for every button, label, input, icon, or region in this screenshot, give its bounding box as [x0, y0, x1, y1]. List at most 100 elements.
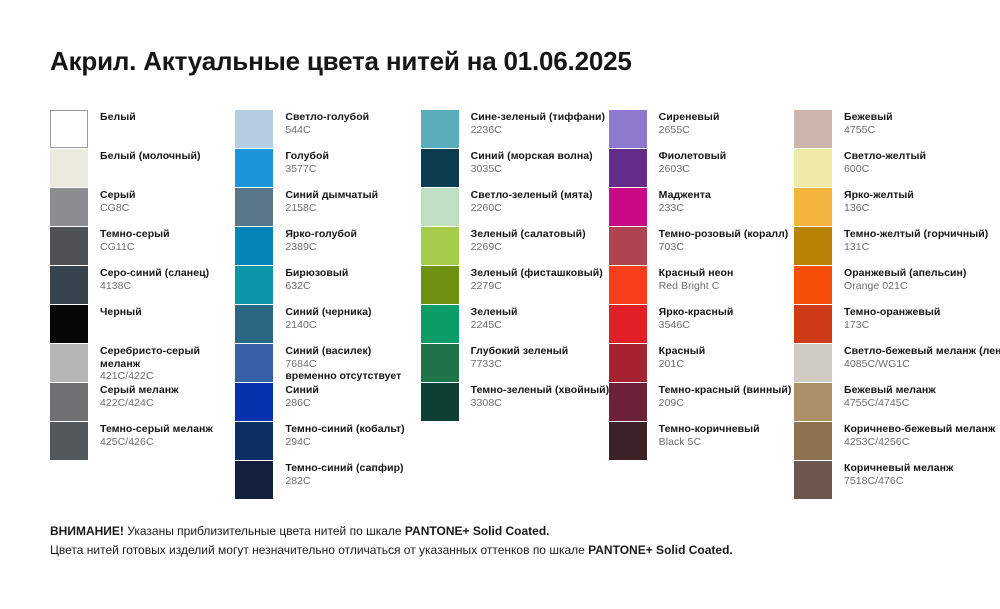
- color-row[interactable]: Ярко-желтый 136C: [793, 188, 990, 227]
- color-row[interactable]: Темно-серый CG11C: [50, 227, 235, 266]
- color-row[interactable]: Темно-зеленый (хвойный) 3308C: [420, 383, 609, 422]
- color-row[interactable]: Сине-зеленый (тиффани) 2236C: [420, 110, 609, 149]
- color-swatch[interactable]: [793, 383, 832, 421]
- color-swatch[interactable]: [420, 305, 459, 343]
- color-swatch[interactable]: [235, 188, 274, 226]
- color-row[interactable]: Зеленый (салатовый) 2269C: [420, 227, 609, 266]
- color-row[interactable]: Бирюзовый 632C: [235, 266, 420, 305]
- color-swatch[interactable]: [420, 266, 459, 304]
- color-row[interactable]: Ярко-голубой 2389C: [235, 227, 420, 266]
- color-swatch[interactable]: [50, 422, 88, 460]
- color-row[interactable]: Темно-коричневый Black 5C: [608, 422, 794, 461]
- color-row[interactable]: Серо-синий (сланец) 4138C: [50, 266, 235, 305]
- color-row[interactable]: Серый меланж 422C/424C: [50, 383, 235, 422]
- color-row[interactable]: Темно-синий (кобальт) 294C: [235, 422, 420, 461]
- color-row[interactable]: Синий дымчатый 2158C: [235, 188, 420, 227]
- color-row[interactable]: Синий (морская волна) 3035C: [420, 149, 609, 188]
- color-swatch[interactable]: [420, 344, 459, 382]
- color-swatch[interactable]: [235, 149, 274, 187]
- color-row[interactable]: Фиолетовый 2603C: [608, 149, 794, 188]
- color-swatch[interactable]: [50, 227, 88, 265]
- color-row[interactable]: Бежевый 4755C: [793, 110, 990, 149]
- color-row[interactable]: Светло-голубой 544C: [235, 110, 420, 149]
- color-row[interactable]: Темно-красный (винный) 209C: [608, 383, 794, 422]
- color-row[interactable]: Красный 201C: [608, 344, 794, 383]
- color-swatch[interactable]: [50, 266, 88, 304]
- color-swatch[interactable]: [793, 266, 832, 304]
- color-swatch[interactable]: [793, 188, 832, 226]
- color-row[interactable]: Бежевый меланж 4755C/4745C: [793, 383, 990, 422]
- color-row[interactable]: Коричневый меланж 7518C/476C: [793, 461, 990, 500]
- color-row[interactable]: Коричнево-бежевый меланж 4253C/4256C: [793, 422, 995, 461]
- color-swatch[interactable]: [50, 110, 88, 148]
- color-swatch[interactable]: [235, 110, 274, 148]
- color-swatch[interactable]: [235, 266, 274, 304]
- color-swatch[interactable]: [793, 110, 832, 148]
- color-label-group: Глубокий зеленый 7733C: [459, 344, 569, 370]
- color-swatch[interactable]: [235, 383, 274, 421]
- color-row[interactable]: Красный неон Red Bright C: [608, 266, 794, 305]
- color-row[interactable]: Сиреневый 2655C: [608, 110, 794, 149]
- color-row[interactable]: Светло-бежевый меланж (лен) 4085C/WG1C: [793, 344, 1000, 383]
- color-swatch[interactable]: [608, 188, 647, 226]
- color-swatch[interactable]: [793, 461, 832, 499]
- color-swatch[interactable]: [235, 461, 274, 499]
- color-swatch[interactable]: [50, 149, 88, 187]
- color-row[interactable]: Светло-зеленый (мята) 2260C: [420, 188, 609, 227]
- color-swatch[interactable]: [793, 305, 832, 343]
- color-swatch[interactable]: [50, 188, 88, 226]
- color-row[interactable]: Серебристо-серый меланж 421C/422C: [50, 344, 235, 383]
- color-code: 7684C: [285, 357, 317, 370]
- color-swatch[interactable]: [420, 110, 459, 148]
- color-swatch[interactable]: [608, 344, 647, 382]
- color-row[interactable]: Зеленый 2245C: [420, 305, 609, 344]
- color-swatch[interactable]: [608, 422, 647, 460]
- color-row[interactable]: Белый (молочный): [50, 149, 235, 188]
- color-row[interactable]: Глубокий зеленый 7733C: [420, 344, 609, 383]
- color-name: Серый: [100, 189, 136, 201]
- color-swatch[interactable]: [420, 227, 459, 265]
- color-row[interactable]: Светло-желтый 600C: [793, 149, 990, 188]
- color-row[interactable]: Синий (черника) 2140C: [235, 305, 420, 344]
- color-swatch[interactable]: [50, 305, 88, 343]
- color-row[interactable]: Серый CG8C: [50, 188, 235, 227]
- color-swatch[interactable]: [608, 149, 647, 187]
- color-code: 544C: [285, 123, 311, 136]
- color-row[interactable]: Оранжевый (апельсин) Orange 021C: [793, 266, 990, 305]
- color-swatch[interactable]: [235, 422, 274, 460]
- color-swatch[interactable]: [50, 344, 88, 382]
- color-swatch[interactable]: [420, 383, 459, 421]
- color-row[interactable]: Голубой 3577C: [235, 149, 420, 188]
- color-row[interactable]: Темно-серый меланж 425C/426C: [50, 422, 235, 461]
- color-swatch[interactable]: [50, 383, 88, 421]
- color-swatch[interactable]: [608, 227, 647, 265]
- color-row[interactable]: Зеленый (фисташковый) 2279C: [420, 266, 609, 305]
- color-row[interactable]: Ярко-красный 3546C: [608, 305, 794, 344]
- color-swatch[interactable]: [793, 149, 832, 187]
- color-swatch[interactable]: [793, 227, 832, 265]
- color-swatch[interactable]: [608, 266, 647, 304]
- color-row[interactable]: Маджента 233C: [608, 188, 794, 227]
- color-code: 4085C/WG1C: [843, 357, 910, 370]
- color-swatch[interactable]: [608, 305, 647, 343]
- color-swatch[interactable]: [235, 305, 274, 343]
- color-row[interactable]: Белый: [50, 110, 235, 149]
- color-row[interactable]: Темно-оранжевый 173C: [793, 305, 990, 344]
- color-swatch[interactable]: [235, 227, 274, 265]
- color-swatch[interactable]: [420, 149, 459, 187]
- color-row[interactable]: Темно-желтый (горчичный) 131C: [793, 227, 990, 266]
- color-row[interactable]: Темно-синий (сапфир) 282C: [235, 461, 420, 500]
- color-row[interactable]: Синий 286C: [235, 383, 420, 422]
- color-row[interactable]: Черный: [50, 305, 235, 344]
- color-swatch[interactable]: [235, 344, 274, 382]
- color-code: 425C/426C: [100, 435, 154, 448]
- color-swatch[interactable]: [793, 422, 832, 460]
- color-swatch[interactable]: [608, 110, 647, 148]
- color-label-group: Темно-красный (винный) 209C: [647, 383, 792, 409]
- color-row[interactable]: Синий (василек) 7684C временно отсутствует: [235, 344, 420, 383]
- color-swatch[interactable]: [793, 344, 832, 382]
- color-label-group: Синий (морская волна) 3035C: [459, 149, 593, 175]
- color-row[interactable]: Темно-розовый (коралл) 703C: [608, 227, 794, 266]
- color-swatch[interactable]: [420, 188, 459, 226]
- color-swatch[interactable]: [608, 383, 647, 421]
